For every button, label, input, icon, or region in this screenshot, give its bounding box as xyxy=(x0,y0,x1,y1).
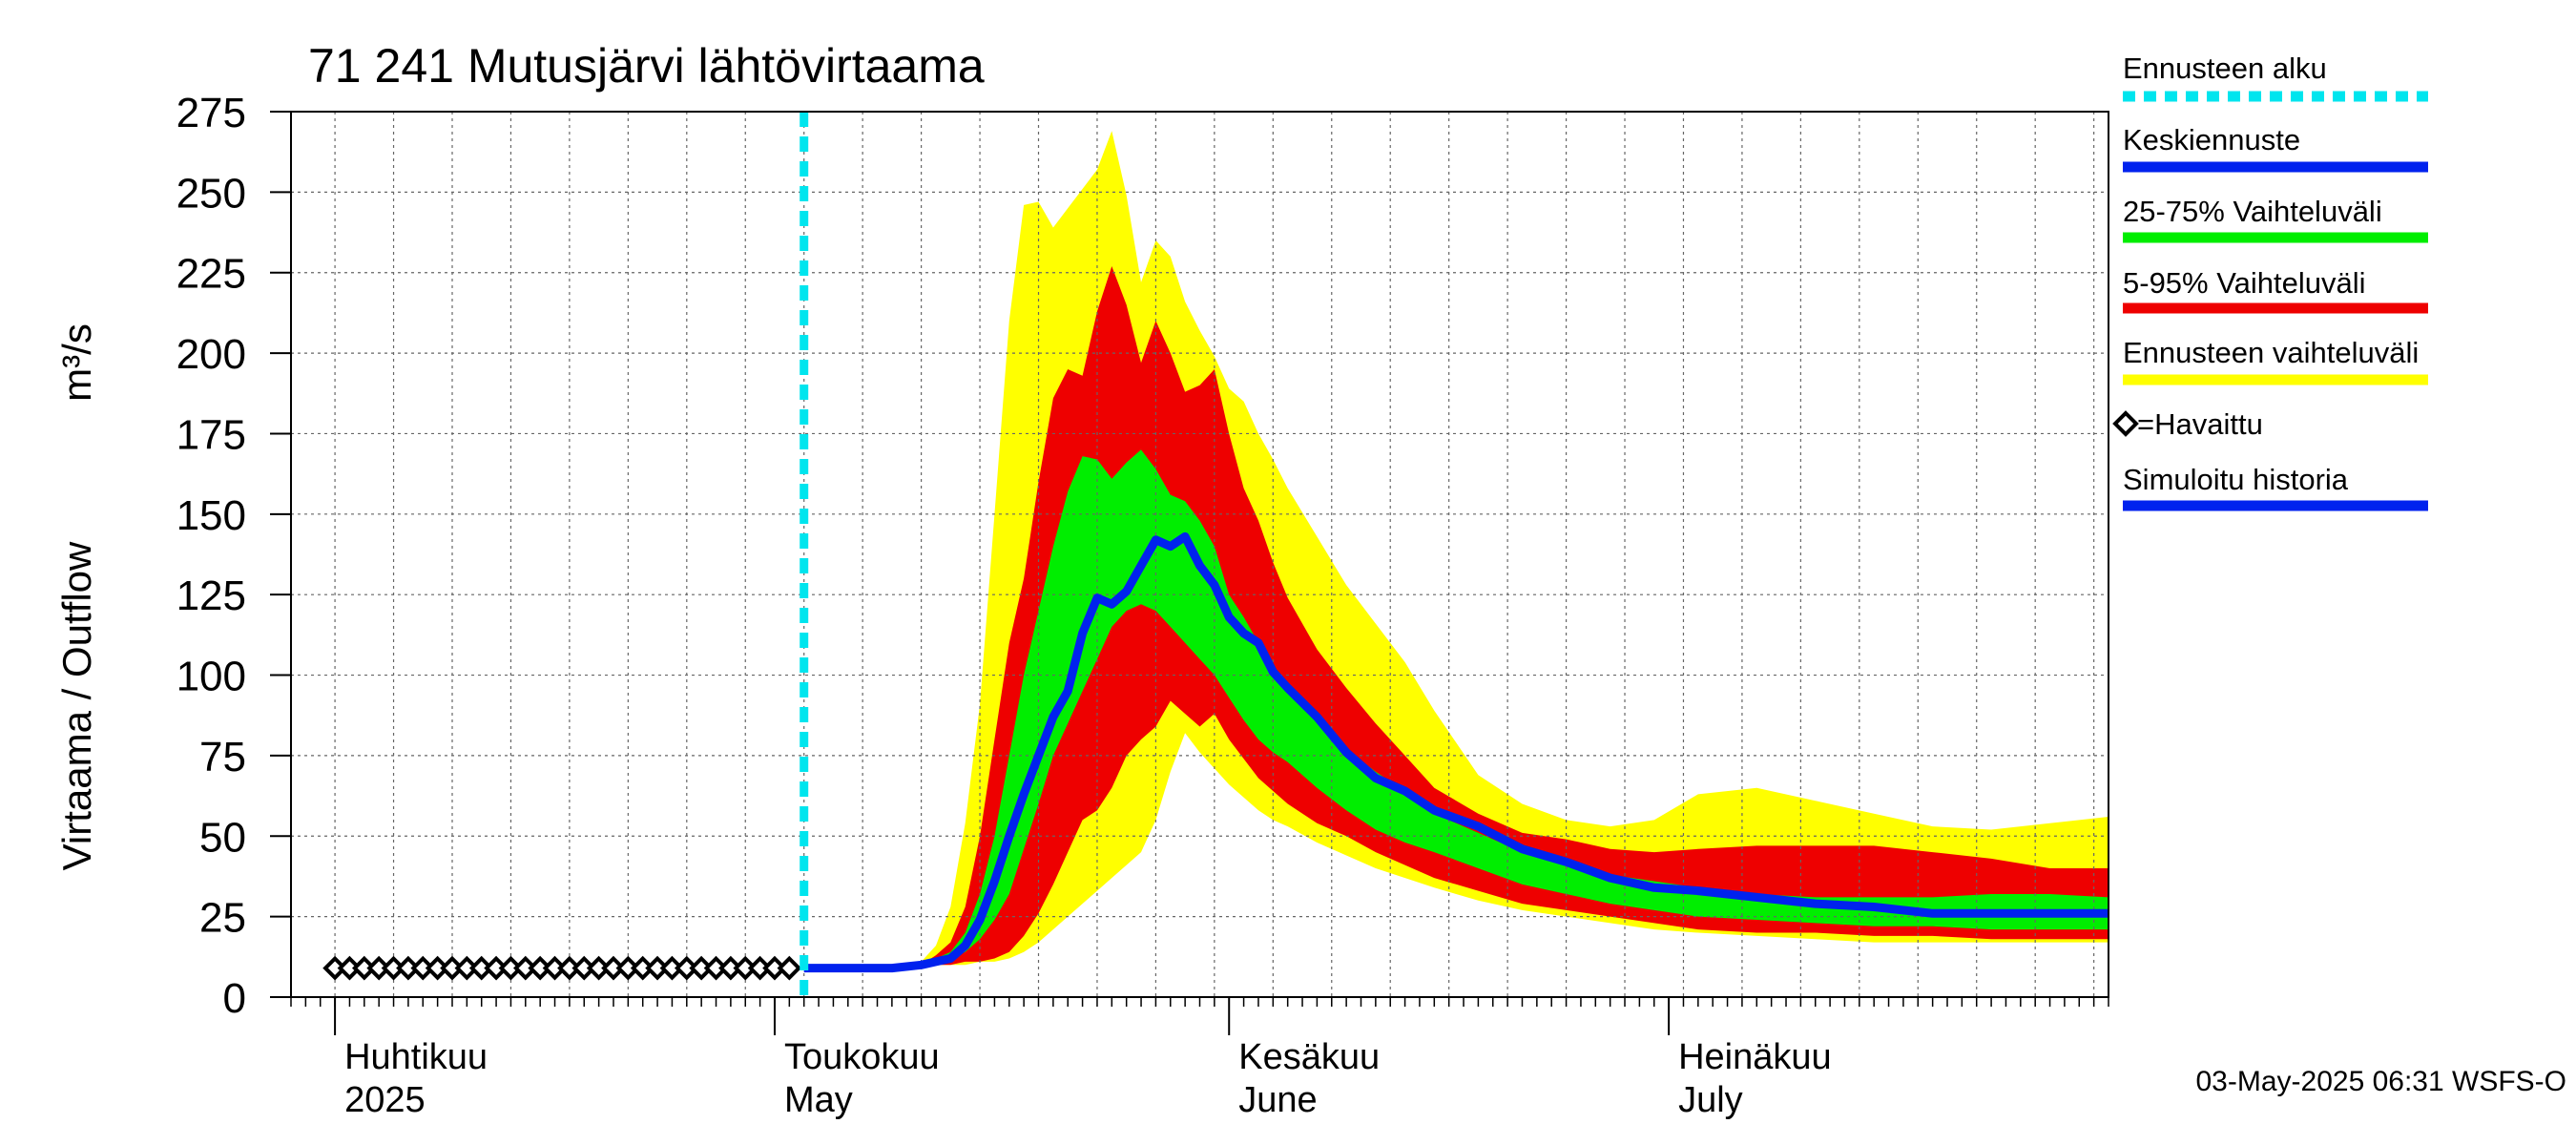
legend: Ennusteen alku Keskiennuste 25-75% Vaihtel… xyxy=(2112,52,2428,511)
y-axis-unit: m³/s xyxy=(54,323,99,402)
y-axis-label: Virtaama / Outflow xyxy=(54,541,99,870)
chart-title: 71 241 Mutusjärvi lähtövirtaama xyxy=(308,39,985,93)
x-month-label-en: May xyxy=(784,1080,853,1120)
forecast-bands xyxy=(803,131,2109,968)
y-tick-label: 150 xyxy=(177,492,246,539)
axes: 0 25 50 75 100 125 150 175 200 225 250 275 Huhtikuu2… xyxy=(177,90,2109,1120)
x-month-label: Toukokuu xyxy=(784,1037,940,1077)
y-tick-label: 50 xyxy=(199,814,246,861)
y-tick-label: 200 xyxy=(177,331,246,378)
legend-marker-observed xyxy=(2112,410,2139,437)
legend-label: Simuloitu historia xyxy=(2123,463,2349,496)
legend-label: Ennusteen vaihteluväli xyxy=(2123,336,2419,369)
y-tick-label: 225 xyxy=(177,251,246,298)
x-month-label: Kesäkuu xyxy=(1238,1037,1380,1077)
y-tick-label: 75 xyxy=(199,734,246,781)
x-month-label-en: June xyxy=(1238,1080,1317,1120)
x-month-label-en: 2025 xyxy=(344,1080,426,1120)
grid xyxy=(291,111,2109,997)
legend-label: Keskiennuste xyxy=(2123,123,2300,156)
footer-timestamp: 03-May-2025 06:31 WSFS-O xyxy=(2196,1066,2567,1097)
y-tick-label: 0 xyxy=(223,975,246,1022)
median-forecast-line xyxy=(803,531,2109,973)
legend-label: 5-95% Vaihteluväli xyxy=(2123,266,2365,300)
y-tick-label: 25 xyxy=(199,895,246,942)
legend-label: 25-75% Vaihteluväli xyxy=(2123,195,2382,228)
observed-point xyxy=(777,955,802,981)
y-tick-label: 100 xyxy=(177,654,246,700)
legend-label: Ennusteen alku xyxy=(2123,52,2327,85)
band-5-95 xyxy=(803,266,2109,968)
y-tick-label: 275 xyxy=(177,90,246,136)
y-tick-label: 250 xyxy=(177,170,246,217)
x-month-label-en: July xyxy=(1678,1080,1743,1120)
legend-label: =Havaittu xyxy=(2137,407,2263,441)
y-tick-label: 125 xyxy=(177,572,246,619)
x-month-label: Heinäkuu xyxy=(1678,1037,1832,1077)
x-month-label: Huhtikuu xyxy=(344,1037,488,1077)
y-tick-label: 175 xyxy=(177,411,246,458)
series-lines xyxy=(322,112,2109,997)
